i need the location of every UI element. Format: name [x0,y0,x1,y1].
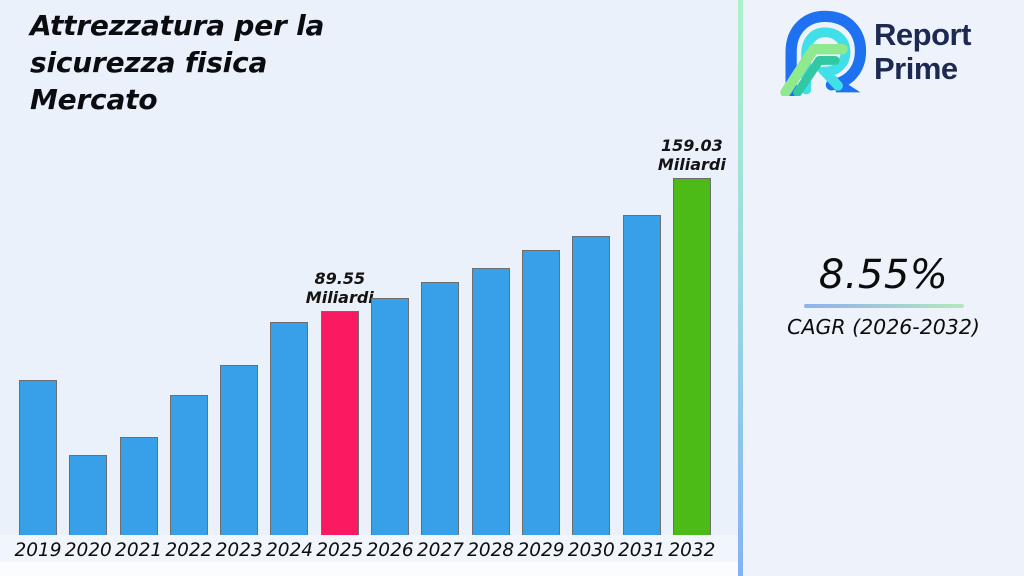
bar-2030: 2030 [568,236,615,561]
x-axis-label: 2023 [215,540,263,561]
x-axis-label: 2032 [668,540,716,561]
cagr-value: 8.55% [818,252,949,298]
bar-chart: 2019 2020 2021 2022 2023 2024 2025 89.55 Miliar… [14,115,726,561]
cagr-block: 8.55% CAGR (2026-2032) [743,252,1024,339]
x-axis-label: 2031 [618,540,666,561]
bar-2024: 2024 [266,322,313,561]
report-prime-wordmark: Report Prime [874,18,971,86]
panel-divider [738,0,743,576]
bar-2025: 2025 89.55 Miliardi [306,269,374,561]
x-axis-label: 2025 [316,540,364,561]
x-axis-label: 2029 [517,540,565,561]
cagr-underline [803,304,964,308]
bar-2028: 2028 [467,268,514,561]
bar-2022: 2022 [165,395,212,561]
bar-2020: 2020 [65,455,112,561]
bar-2023: 2023 [216,365,263,561]
bar-2026: 2026 [367,298,414,561]
x-axis-label: 2024 [265,540,314,561]
x-axis-label: 2022 [165,540,213,561]
chart-baseline-strip [0,535,738,562]
brand-name-line: Report [874,17,971,52]
x-axis-label: 2021 [115,540,163,561]
report-prime-logo-icon [780,10,867,96]
x-axis-label: 2026 [366,540,414,561]
cagr-label: CAGR (2026-2032) [787,314,980,339]
summary-panel: Report Prime 8.55% CAGR (2026-2032) [743,0,1024,576]
bar-value-label: 89.55 Miliardi [305,268,374,308]
report-prime-logo: Report Prime [778,8,971,96]
x-axis-label: 2030 [567,540,615,561]
bar-2021: 2021 [115,437,162,561]
chart-title-line: sicurezza fisica [30,45,268,79]
x-axis-label: 2028 [467,540,515,561]
chart-title-line: Attrezzatura per la [30,9,325,42]
chart-title-line: Mercato [30,82,158,116]
bar-2031: 2031 [618,215,665,561]
x-axis-label: 2027 [416,540,464,561]
bar-value-label: 159.03 Miliardi [657,135,726,175]
bar-2032: 2032 159.03 Miliardi [658,136,726,561]
bar-2019: 2019 [14,380,62,561]
brand-name-line: Prime [874,51,958,86]
chart-bottom-strip [0,562,738,576]
bar-2029: 2029 [517,250,565,561]
x-axis-label: 2020 [64,540,112,561]
x-axis-label: 2019 [14,540,62,561]
chart-panel: Attrezzatura per la sicurezza fisica Mer… [0,8,738,576]
chart-title: Attrezzatura per la sicurezza fisica Mer… [30,8,400,119]
bar-2027: 2027 [417,282,464,561]
